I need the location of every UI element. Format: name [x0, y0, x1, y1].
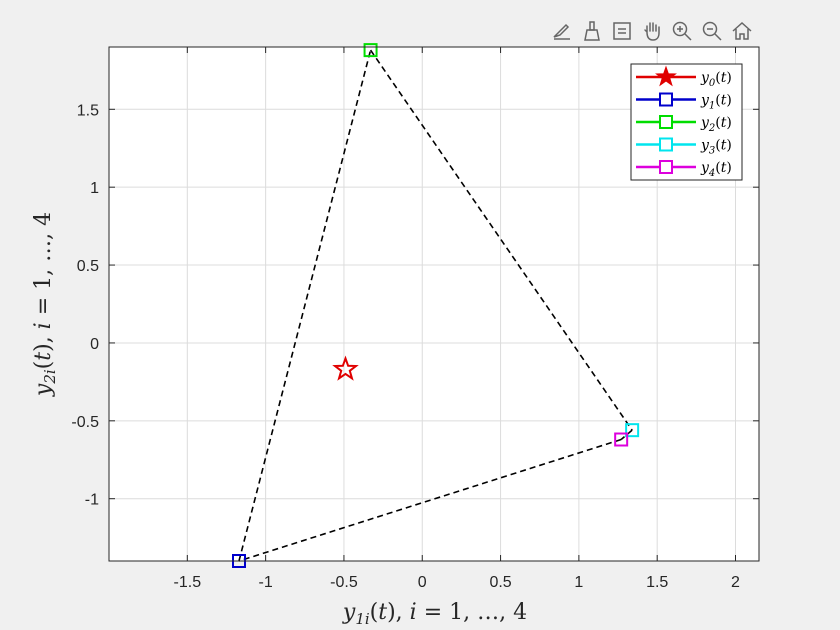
y-tick-label: -0.5 [71, 414, 99, 431]
y-tick-label: 0 [90, 336, 99, 353]
y-tick-label: 1 [90, 180, 99, 197]
home-button[interactable] [728, 17, 756, 45]
data-point-y3 [625, 423, 640, 438]
formation-edge [369, 49, 633, 431]
zoom-in-icon [672, 21, 692, 41]
x-tick-label: 1 [574, 574, 583, 591]
brush-icon [584, 21, 600, 41]
data-tips-icon [613, 22, 631, 40]
pan-button[interactable] [638, 17, 666, 45]
formation-edge [620, 429, 633, 441]
legend[interactable]: y0(t) y1(t) y2(t) y3(t) y4(t) [630, 63, 743, 181]
x-tick-label: 0 [418, 574, 427, 591]
edit-plot-icon [553, 23, 570, 40]
edit-plot-button[interactable] [548, 17, 576, 45]
legend-label: y4(t) [700, 160, 732, 179]
y-tick-label: 1.5 [77, 102, 99, 119]
legend-label: y3(t) [700, 138, 732, 157]
formation-edge [238, 438, 622, 562]
y-tick-label: 0.5 [77, 258, 99, 275]
home-icon [732, 21, 752, 40]
legend-label: y2(t) [700, 115, 732, 134]
legend-marker-square [659, 92, 673, 107]
zoom-in-button[interactable] [668, 17, 696, 45]
data-point-y2 [363, 43, 378, 58]
x-axis-ticks: -1.5 -1 -0.5 0 0.5 1 1.5 2 [174, 47, 740, 591]
legend-label: y0(t) [700, 70, 732, 89]
data-point-y4 [614, 432, 629, 447]
x-tick-label: 2 [731, 574, 740, 591]
x-tick-label: 1.5 [646, 574, 668, 591]
legend-marker-square [659, 115, 673, 129]
formation-edge [238, 49, 372, 562]
y-axis-ticks: -1 -0.5 0 0.5 1 1.5 [71, 102, 759, 509]
y-tick-label: -1 [85, 492, 99, 509]
zoom-out-icon [702, 21, 722, 41]
x-tick-label: 0.5 [489, 574, 511, 591]
zoom-out-button[interactable] [698, 17, 726, 45]
x-tick-label: -1 [259, 574, 273, 591]
y-axis-label: y2i(t), i = 1, …, 4 [31, 212, 59, 397]
legend-entry-y1[interactable]: y1(t) [636, 92, 732, 112]
legend-marker-square [659, 137, 673, 152]
legend-entry-y0[interactable]: y0(t) [636, 65, 732, 89]
formation-edges [238, 49, 633, 562]
axes-box [108, 46, 760, 562]
legend-marker-square [659, 160, 673, 174]
legend-entry-y3[interactable]: y3(t) [636, 137, 732, 157]
legend-label: y1(t) [700, 93, 732, 112]
brush-button[interactable] [578, 17, 606, 45]
axes-toolbar [548, 16, 756, 46]
x-tick-label: -0.5 [330, 574, 358, 591]
data-point-y0 [332, 355, 359, 381]
pan-hand-icon [644, 22, 660, 41]
legend-marker-star [655, 65, 677, 87]
x-tick-label: -1.5 [174, 574, 202, 591]
grid-lines [109, 47, 759, 561]
legend-entry-y4[interactable]: y4(t) [636, 160, 732, 179]
legend-entry-y2[interactable]: y2(t) [636, 115, 732, 134]
x-axis-label: y1i(t), i = 1, …, 4 [342, 600, 527, 628]
data-tips-button[interactable] [608, 17, 636, 45]
